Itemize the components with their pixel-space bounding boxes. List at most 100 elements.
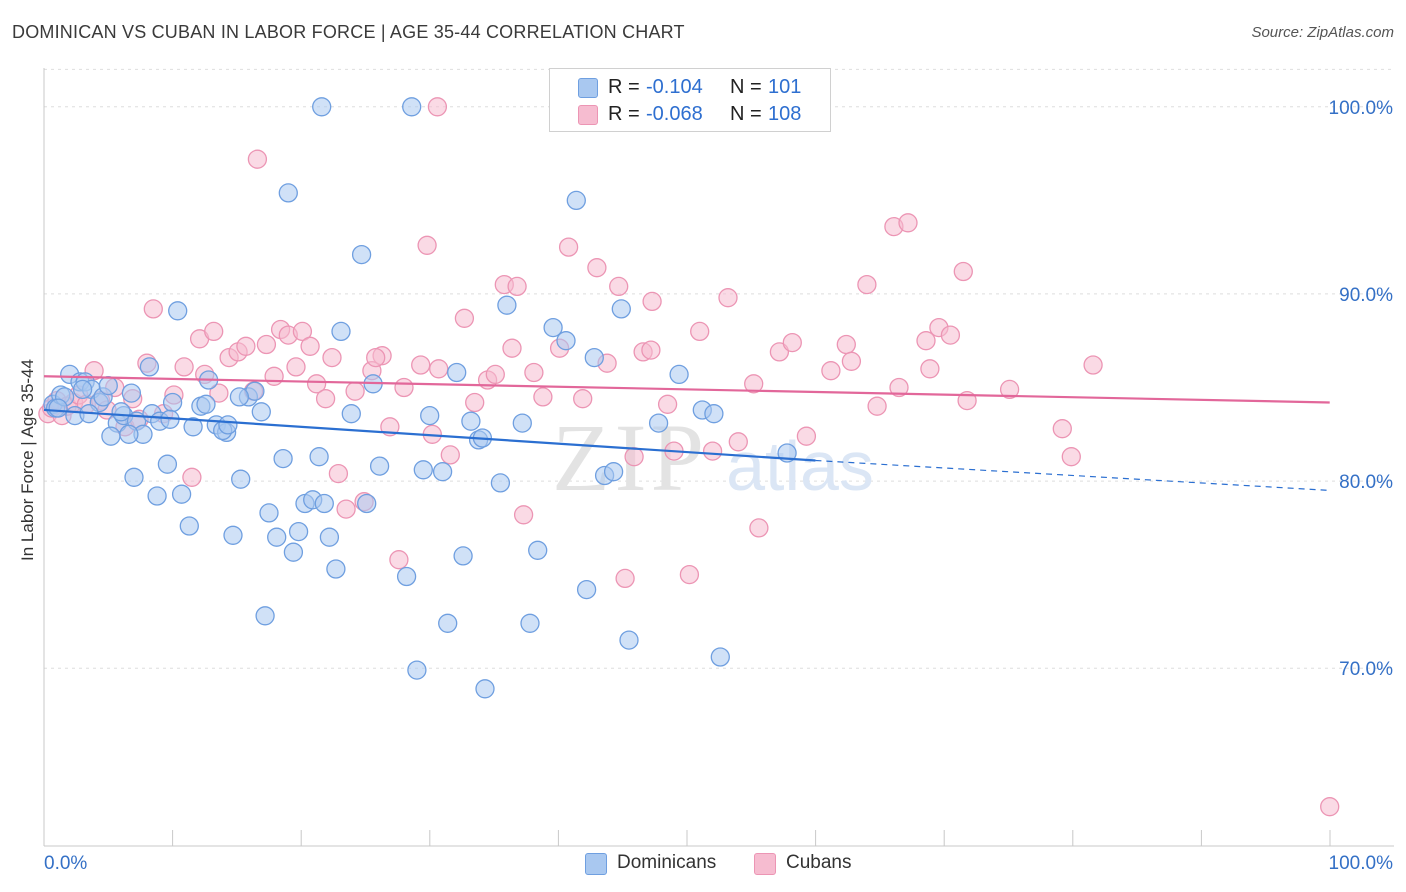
dominican-point <box>259 503 279 523</box>
dominican-point <box>147 486 167 506</box>
dominican-point <box>461 411 481 431</box>
cuban-point <box>609 276 629 297</box>
x-tick-label-min: 0.0% <box>44 853 87 874</box>
cuban-point <box>174 357 194 377</box>
dominican-point <box>119 424 139 444</box>
cuban-point <box>898 213 918 233</box>
dominican-point <box>101 426 121 446</box>
dominican-point <box>341 404 361 424</box>
dominican-point <box>111 402 131 422</box>
cuban-point <box>411 355 431 375</box>
cuban-point <box>204 321 224 342</box>
gridlines <box>44 68 1394 669</box>
cuban-point <box>615 568 635 589</box>
cuban-point <box>524 362 544 383</box>
dominican-point <box>273 448 293 469</box>
legend-r-label: R = <box>608 76 640 98</box>
cuban-point <box>182 467 202 487</box>
legend-n-value: 108 <box>768 103 802 125</box>
cuban-point <box>642 291 662 312</box>
legend-row-dominicans: R = -0.104 N = 101 <box>550 74 830 100</box>
dominican-point <box>255 606 275 626</box>
cuban-point <box>247 149 268 169</box>
dominican-point <box>528 540 548 560</box>
dominican-point <box>288 521 309 542</box>
cuban-point <box>857 274 877 295</box>
dominican-point <box>278 183 298 203</box>
cuban-point <box>264 366 284 386</box>
dominican-point <box>251 402 271 422</box>
dominican-point <box>402 97 422 117</box>
dominican-point <box>229 387 250 407</box>
dominican-point <box>231 469 251 489</box>
cuban-point <box>236 336 256 356</box>
dominican-point <box>648 413 669 433</box>
dominican-points <box>43 97 797 699</box>
dominican-point <box>283 542 304 562</box>
dominican-point <box>420 405 440 426</box>
cuban-point <box>587 258 607 278</box>
dominican-point <box>171 484 192 504</box>
dominican-point <box>543 317 563 338</box>
cuban-point <box>209 383 229 403</box>
cuban-point <box>440 445 460 465</box>
y-tick-label: 80.0% <box>1339 472 1393 493</box>
dominican-point <box>369 456 390 476</box>
cuban-point <box>782 332 802 353</box>
dominican-point <box>432 462 453 482</box>
dominican-point <box>312 97 332 117</box>
dominican-point <box>48 398 68 418</box>
cuban-point <box>513 505 534 525</box>
cuban-point <box>744 374 764 394</box>
legend: R = -0.104 N = 101 R = -0.068 N = 108 <box>549 68 831 132</box>
cuban-point <box>322 347 342 368</box>
chart-source: Source: ZipAtlas.com <box>1251 24 1394 41</box>
legend-row-cubans: R = -0.068 N = 108 <box>550 101 830 127</box>
dominican-point <box>314 493 334 514</box>
y-tick-label: 90.0% <box>1339 285 1393 306</box>
cuban-point <box>533 387 553 407</box>
cuban-point <box>315 389 336 409</box>
cuban-point <box>836 334 856 355</box>
legend-n-label: N = <box>730 76 762 98</box>
cuban-point <box>394 377 414 398</box>
cuban-point <box>417 235 437 255</box>
cuban-point <box>920 359 940 379</box>
legend-n-label: N = <box>730 103 762 125</box>
cuban-point <box>328 463 349 484</box>
y-tick-label: 70.0% <box>1339 659 1393 680</box>
cuban-point <box>1083 355 1103 375</box>
cuban-point <box>558 237 579 257</box>
cuban-point <box>286 357 306 377</box>
dominican-point <box>183 417 203 437</box>
legend-r-value: -0.104 <box>646 76 703 98</box>
dominican-point <box>512 413 532 433</box>
dominican-point <box>566 190 586 211</box>
dominican-point <box>218 415 238 435</box>
cuban-point <box>256 334 277 355</box>
dominican-point <box>396 566 417 587</box>
dominican-point <box>447 362 467 383</box>
dominican-point <box>710 647 730 667</box>
cuban-point <box>292 321 313 342</box>
cuban-point <box>916 331 936 351</box>
cuban-trendline <box>43 375 1330 404</box>
cuban-point <box>999 379 1020 400</box>
cuban-point <box>573 389 593 409</box>
dominican-trendline <box>43 408 816 462</box>
cuban-point <box>718 288 738 308</box>
dominican-point <box>475 679 495 699</box>
cuban-point <box>841 351 862 371</box>
cuban-point <box>427 97 448 117</box>
dominican-point <box>407 660 427 680</box>
bottom-legend-label-dominicans: Dominicans <box>617 852 717 873</box>
cuban-point <box>1320 797 1340 817</box>
dominican-point <box>584 347 604 368</box>
tick-labels: 70.0% 80.0% 90.0% 100.0% 0.0% 100.0% <box>44 98 1393 874</box>
bottom-legend-swatch-dominicans <box>585 853 607 875</box>
dominican-point <box>497 295 517 315</box>
dominican-point <box>121 383 142 403</box>
cuban-point <box>300 336 320 356</box>
cuban-point <box>821 361 841 381</box>
